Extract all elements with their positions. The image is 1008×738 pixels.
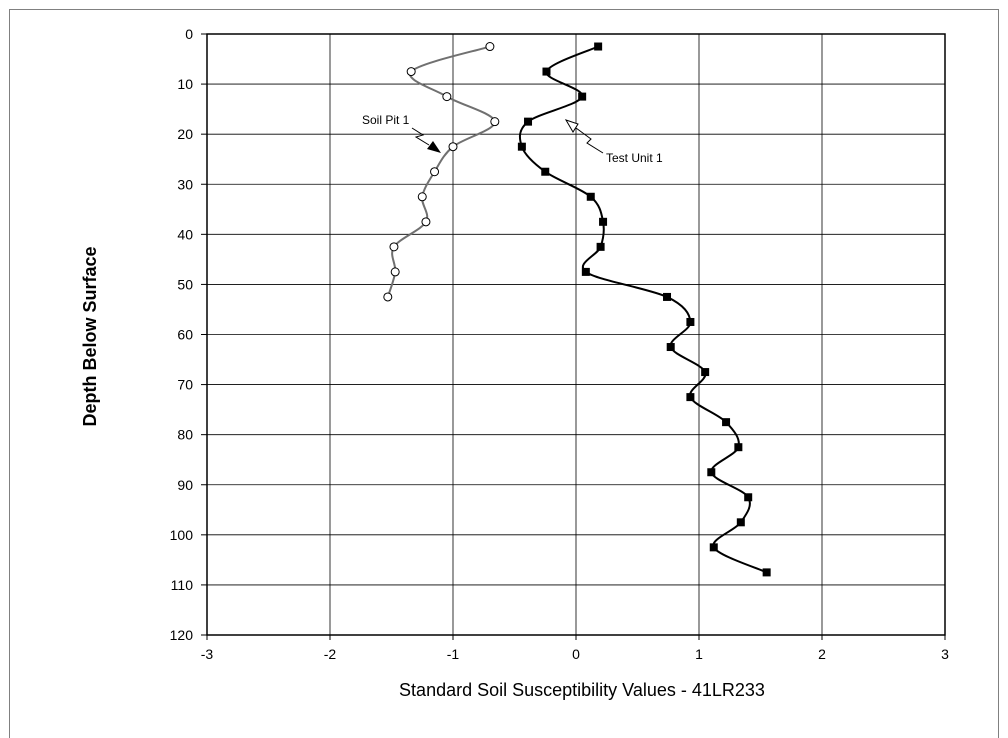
- data-point: [430, 167, 440, 177]
- y-axis: 0 10 20 30 40 50 60 70 80 90 100 110 120: [170, 26, 207, 643]
- annotation-arrowhead: [564, 119, 579, 133]
- y-tick-label: 50: [177, 276, 193, 292]
- y-tick-label: 70: [177, 377, 193, 393]
- y-tick-label: 110: [171, 577, 194, 593]
- data-point: [581, 267, 590, 276]
- series-1: [517, 42, 771, 577]
- data-point: [383, 292, 393, 302]
- data-point: [686, 317, 695, 326]
- data-point: [707, 468, 716, 477]
- x-tick-label: 3: [941, 646, 949, 662]
- y-tick-label: 90: [177, 477, 193, 493]
- data-point: [542, 67, 551, 76]
- y-tick-label: 0: [185, 26, 193, 42]
- data-point: [442, 92, 452, 102]
- data-point: [734, 443, 743, 452]
- data-point: [517, 142, 526, 151]
- series-0: [383, 42, 500, 302]
- data-point: [744, 493, 753, 502]
- data-point: [762, 568, 771, 577]
- data-point: [417, 192, 427, 202]
- data-point: [701, 368, 710, 377]
- data-point: [490, 117, 500, 127]
- data-point: [390, 267, 400, 277]
- data-point: [406, 67, 416, 77]
- x-axis: -3 -2 -1 0 1 2 3: [201, 635, 949, 662]
- data-point: [448, 142, 458, 152]
- data-point: [736, 518, 745, 527]
- data-point: [389, 242, 399, 252]
- annotation-arrowhead: [427, 141, 441, 153]
- y-axis-title: Depth Below Surface: [80, 246, 100, 426]
- data-point: [594, 42, 603, 51]
- annotation-soil-pit-1: Soil Pit 1: [362, 113, 410, 127]
- y-tick-label: 80: [177, 427, 193, 443]
- y-tick-label: 40: [177, 226, 193, 242]
- annotation-leader: [411, 127, 430, 146]
- data-point: [541, 167, 550, 176]
- data-point: [421, 217, 431, 227]
- data-point: [485, 42, 495, 52]
- x-axis-title: Standard Soil Susceptibility Values - 41…: [399, 680, 765, 700]
- chart-frame: [9, 9, 999, 738]
- x-tick-label: 0: [572, 646, 580, 662]
- data-point: [599, 217, 608, 226]
- y-tick-label: 10: [177, 76, 193, 92]
- x-tick-label: 1: [695, 646, 703, 662]
- y-tick-label: 30: [177, 176, 193, 192]
- annotations: Soil Pit 1 Test Unit 1: [362, 113, 663, 165]
- data-point: [686, 393, 695, 402]
- data-point: [663, 292, 672, 301]
- y-tick-label: 20: [177, 126, 193, 142]
- y-tick-label: 100: [170, 527, 194, 543]
- annotation-test-unit-1: Test Unit 1: [606, 151, 663, 165]
- x-tick-label: -1: [447, 646, 460, 662]
- series-line: [518, 45, 768, 574]
- data-point: [586, 192, 595, 201]
- grid: [207, 34, 945, 635]
- data-point: [596, 242, 605, 251]
- data-point: [524, 117, 533, 126]
- series-group: [383, 42, 771, 577]
- data-point: [666, 343, 675, 352]
- data-point: [709, 543, 718, 552]
- data-point: [578, 92, 587, 101]
- y-tick-label: 120: [170, 627, 194, 643]
- data-point: [722, 418, 731, 427]
- x-tick-label: 2: [818, 646, 826, 662]
- annotation-leader: [575, 127, 604, 154]
- y-tick-label: 60: [177, 327, 193, 343]
- x-tick-label: -3: [201, 646, 214, 662]
- x-tick-label: -2: [324, 646, 337, 662]
